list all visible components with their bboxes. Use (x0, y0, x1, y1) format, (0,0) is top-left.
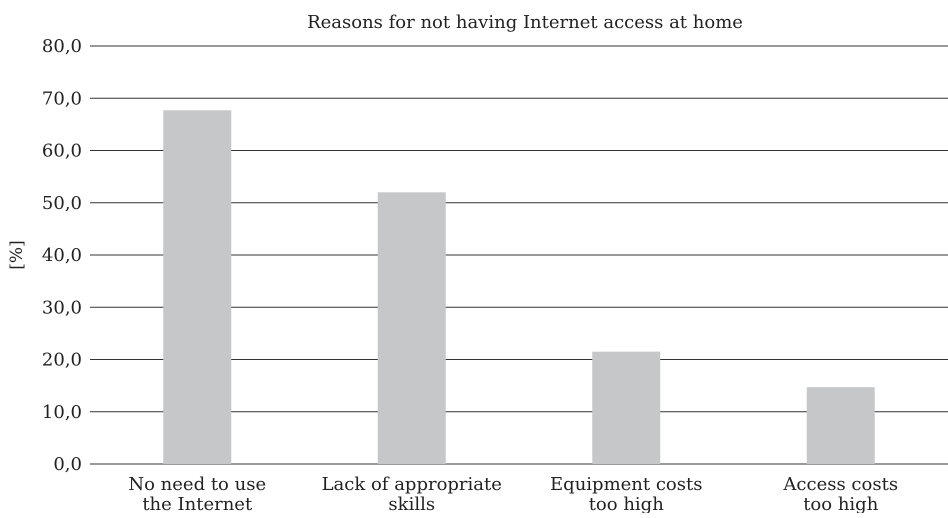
x-tick-label: Equipment costs too high (550, 474, 702, 513)
gridlines (90, 45, 948, 465)
y-tick-label: 70,0 (42, 88, 82, 109)
x-tick-label-line: too high (803, 494, 879, 513)
y-tick-label: 40,0 (42, 245, 82, 266)
y-tick-label: 0,0 (53, 454, 82, 475)
x-tick-label-line: skills (388, 494, 435, 513)
y-tick-label: 60,0 (42, 141, 82, 162)
x-tick-label: Lack of appropriate skills (322, 474, 502, 513)
x-tick-label: Access costs too high (782, 474, 898, 513)
bars (163, 110, 875, 465)
bar (163, 110, 232, 464)
y-tick-labels: 0,0 10,0 20,0 30,0 40,0 50,0 60,0 70,0 80,0 (42, 36, 82, 475)
x-tick-label-line: No need to use (128, 474, 266, 495)
bar (377, 192, 446, 465)
x-tick-label-line: Equipment costs (550, 474, 702, 495)
x-tick-labels: No need to use the Internet Lack of approp… (128, 474, 898, 515)
x-tick-label-line: Lack of appropriate (322, 474, 502, 495)
y-tick-label: 30,0 (42, 297, 82, 318)
y-tick-label: 10,0 (42, 402, 82, 423)
y-tick-label: 80,0 (42, 36, 82, 57)
y-tick-label: 20,0 (42, 350, 82, 371)
bar (806, 387, 875, 464)
y-tick-label: 50,0 (42, 193, 82, 214)
chart-title: Reasons for not having Internet access a… (307, 12, 743, 33)
x-tick-label: No need to use the Internet (128, 474, 266, 513)
bar (592, 351, 661, 464)
x-tick-label-line: the Internet (142, 494, 253, 513)
y-axis-label: [%] (7, 240, 27, 269)
x-tick-label-line: Access costs (782, 474, 898, 495)
x-tick-label-line: too high (589, 494, 665, 513)
